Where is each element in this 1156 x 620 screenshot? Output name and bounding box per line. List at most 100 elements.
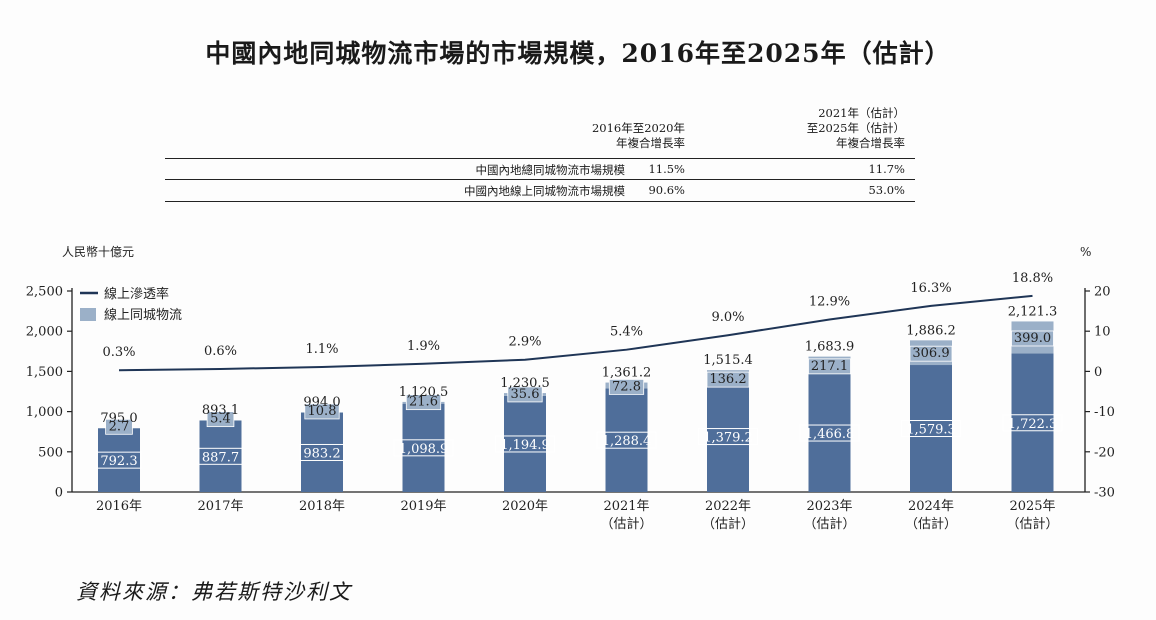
table-rule-mid [165,179,915,180]
bar-total-value-label: 994.0 [303,395,340,410]
left-axis-tick-label: 2,000 [26,325,63,340]
row-label: 中國內地線上同城物流市場規模 [464,184,625,198]
bar-offline-value-label: 1,466.8 [805,427,855,442]
col2-header-line2: 至2025年（估計） [806,121,905,135]
left-axis-tick-label: 1,500 [26,365,63,380]
left-axis-tick-label: 500 [38,445,63,460]
bar-online-value-label: 21.6 [409,395,438,410]
legend-line-label: 線上滲透率 [104,286,169,302]
left-axis-unit-label: 人民幣十億元 [62,245,134,259]
penetration-rate-label: 0.3% [102,345,135,360]
left-axis-tick-label: 0 [55,486,63,501]
x-axis-category-label: 2017年 [197,499,243,514]
row-value-cagr-2016-2020: 90.6% [648,183,685,197]
bar-online-value-label: 72.8 [612,379,641,394]
right-axis-tick-label: 10 [1094,325,1111,340]
x-axis-category-label: 2021年 [603,499,649,514]
penetration-rate-label: 1.1% [305,342,338,357]
x-axis-category-label: （估計） [702,516,754,532]
source-note: 資料來源：弗若斯特沙利文 [76,580,352,604]
row-label: 中國內地總同城物流市場規模 [475,163,626,177]
bar-online-value-label: 136.2 [709,372,746,387]
bar-offline-logistics [910,365,952,492]
right-axis-tick-label: 0 [1094,365,1102,380]
bar-offline-logistics [504,395,546,492]
x-axis-category-label: （估計） [803,516,855,532]
bar-offline-value-label: 983.2 [303,446,340,461]
bar-offline-logistics [707,381,749,492]
online-label-box [1011,330,1054,347]
bar-offline-logistics [605,388,648,492]
bar-total-value-label: 1,361.2 [602,366,652,381]
online-label-box [808,358,851,375]
bar-online-value-label: 217.1 [811,359,848,374]
bar-total-value-label: 1,683.9 [805,340,855,355]
right-axis-tick-label: 20 [1094,285,1111,300]
online-label-box [304,403,340,420]
left-axis-tick-label: 2,500 [26,285,63,300]
bar-offline-logistics [1011,353,1054,492]
table-row: 中國內地總同城物流市場規模 11.5% 11.7% [165,160,915,180]
x-axis-category-label: （估計） [1006,516,1058,532]
bar-offline-value-label: 1,098.9 [399,442,449,457]
x-axis-category-label: 2025年 [1009,499,1055,514]
right-axis-tick-label: -10 [1094,405,1115,420]
bar-offline-logistics [301,412,343,492]
left-axis-tick-label: 1,000 [26,405,63,420]
penetration-rate-label: 16.3% [910,281,951,296]
bar-offline-value-label: 887.7 [202,450,239,465]
online-label-box [206,411,235,428]
online-label-box [105,418,133,435]
bar-online-value-label: 10.8 [308,404,337,419]
bar-offline-value-label: 1,379.2 [703,431,753,446]
bar-offline-value-label: 1,579.3 [906,423,956,438]
row-value-cagr-2021-2025: 11.7% [868,162,905,176]
stacked-bar-line-chart: 0 500 1,000 1,500 2,000 2,500 -30 -20 -10 0 10 20 人民… [26,245,1115,532]
x-axis-category-label: 2016年 [96,499,142,514]
online-label-box [405,394,442,411]
online-label-box [909,345,953,362]
bar-offline-logistics [402,403,445,492]
right-axis-tick-label: -20 [1094,445,1115,460]
offline-label-box [96,451,142,469]
bar-total-value-label: 795.0 [100,411,137,426]
legend-bar-swatch [80,308,96,321]
bar-online-value-label: 5.4 [210,412,231,427]
bar-online-value-label: 2.7 [109,419,130,434]
col2-header: 2021年（估計） 至2025年（估計） 年複合增長率 [807,106,905,151]
bar-offline-value-label: 1,194.9 [500,438,550,453]
offline-label-box [799,424,860,442]
penetration-rate-label: 5.4% [610,325,643,340]
online-label-box [507,386,543,403]
col1-header-line1: 2016年至2020年 [591,121,685,135]
bar-total-value-label: 1,120.5 [399,385,449,400]
bar-online-value-label: 399.0 [1014,331,1051,346]
bar-offline-value-label: 1,288.4 [602,434,652,449]
penetration-rate-label: 1.9% [407,339,440,354]
bar-offline-logistics [808,374,851,492]
col1-header-line2: 年複合增長率 [616,136,685,150]
x-axis-category-label: 2023年 [806,499,852,514]
row-value-cagr-2021-2025: 53.0% [868,183,905,197]
penetration-rate-label: 18.8% [1012,271,1053,286]
bar-total-value-label: 2,121.3 [1008,304,1058,319]
bar-online-value-label: 306.9 [912,346,949,361]
x-axis-category-label: 2019年 [400,499,446,514]
bar-total-value-label: 1,230.5 [500,376,550,391]
online-label-box [706,371,750,388]
legend-bar-label: 線上同城物流 [104,307,182,323]
row-value-cagr-2016-2020: 11.5% [648,162,685,176]
bar-offline-value-label: 792.3 [100,454,137,469]
penetration-rate-line [118,294,1033,372]
col2-header-line1: 2021年（估計） [818,106,905,120]
table-rule-bottom [165,201,915,202]
bar-total-value-label: 1,515.4 [703,353,753,368]
bar-offline-logistics [98,428,140,492]
chart-title: 中國內地同城物流市場的市場規模，2016年至2025年（估計） [205,39,951,68]
bar-offline-logistics [199,420,242,492]
offline-label-box [900,420,962,438]
table-rule-top [165,158,915,159]
right-axis-tick-label: -30 [1094,486,1115,501]
offline-label-box [1002,414,1063,432]
bar-offline-value-label: 1,722.3 [1008,417,1058,432]
